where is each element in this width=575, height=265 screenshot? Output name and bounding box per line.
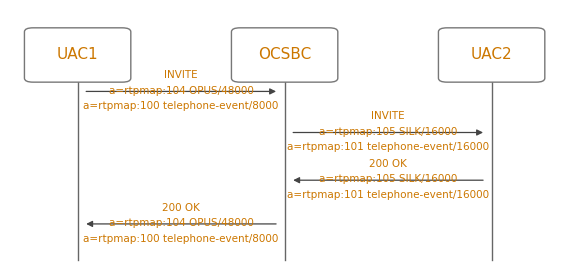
FancyBboxPatch shape <box>439 28 545 82</box>
Text: 200 OK: 200 OK <box>369 159 407 169</box>
Text: INVITE: INVITE <box>164 70 198 80</box>
FancyBboxPatch shape <box>231 28 338 82</box>
Text: a=rtpmap:104 OPUS/48000: a=rtpmap:104 OPUS/48000 <box>109 86 254 96</box>
Text: UAC1: UAC1 <box>57 47 98 63</box>
Text: a=rtpmap:105 SILK/16000: a=rtpmap:105 SILK/16000 <box>319 127 457 137</box>
Text: a=rtpmap:101 telephone-event/16000: a=rtpmap:101 telephone-event/16000 <box>287 190 489 200</box>
Text: a=rtpmap:100 telephone-event/8000: a=rtpmap:100 telephone-event/8000 <box>83 101 279 111</box>
Text: a=rtpmap:101 telephone-event/16000: a=rtpmap:101 telephone-event/16000 <box>287 142 489 152</box>
Text: a=rtpmap:105 SILK/16000: a=rtpmap:105 SILK/16000 <box>319 174 457 184</box>
Text: INVITE: INVITE <box>371 112 405 121</box>
Text: 200 OK: 200 OK <box>162 203 200 213</box>
Text: a=rtpmap:104 OPUS/48000: a=rtpmap:104 OPUS/48000 <box>109 218 254 228</box>
FancyBboxPatch shape <box>25 28 131 82</box>
Text: a=rtpmap:100 telephone-event/8000: a=rtpmap:100 telephone-event/8000 <box>83 233 279 244</box>
Text: OCSBC: OCSBC <box>258 47 311 63</box>
Text: UAC2: UAC2 <box>471 47 512 63</box>
